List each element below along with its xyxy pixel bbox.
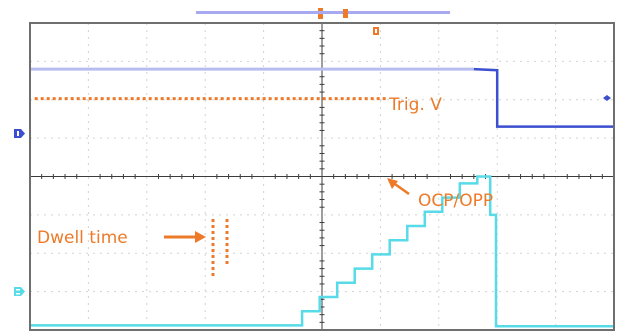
trig-v-label: Trig. V [388,95,442,115]
dwell-time-marker [211,219,229,276]
trigger-marker-icon [318,8,348,19]
plot-frame [29,22,615,331]
ocp-opp-arrow [387,178,410,196]
dwell-time-arrow [164,231,206,243]
trigger-level-marker-icon [373,27,379,35]
top-time-bar [196,11,450,14]
channel-1-marker-icon [14,129,25,138]
channel-2-marker-icon [14,287,25,296]
channel-1-trace [473,67,614,128]
ocp-opp-label: OCP/OPP [418,191,493,211]
trace-layer [30,67,614,328]
dwell-time-label: Dwell time [37,228,128,248]
channel-2-trace [30,175,614,328]
grid-layer [30,23,614,330]
trigger-level-arrow-icon [603,95,611,101]
